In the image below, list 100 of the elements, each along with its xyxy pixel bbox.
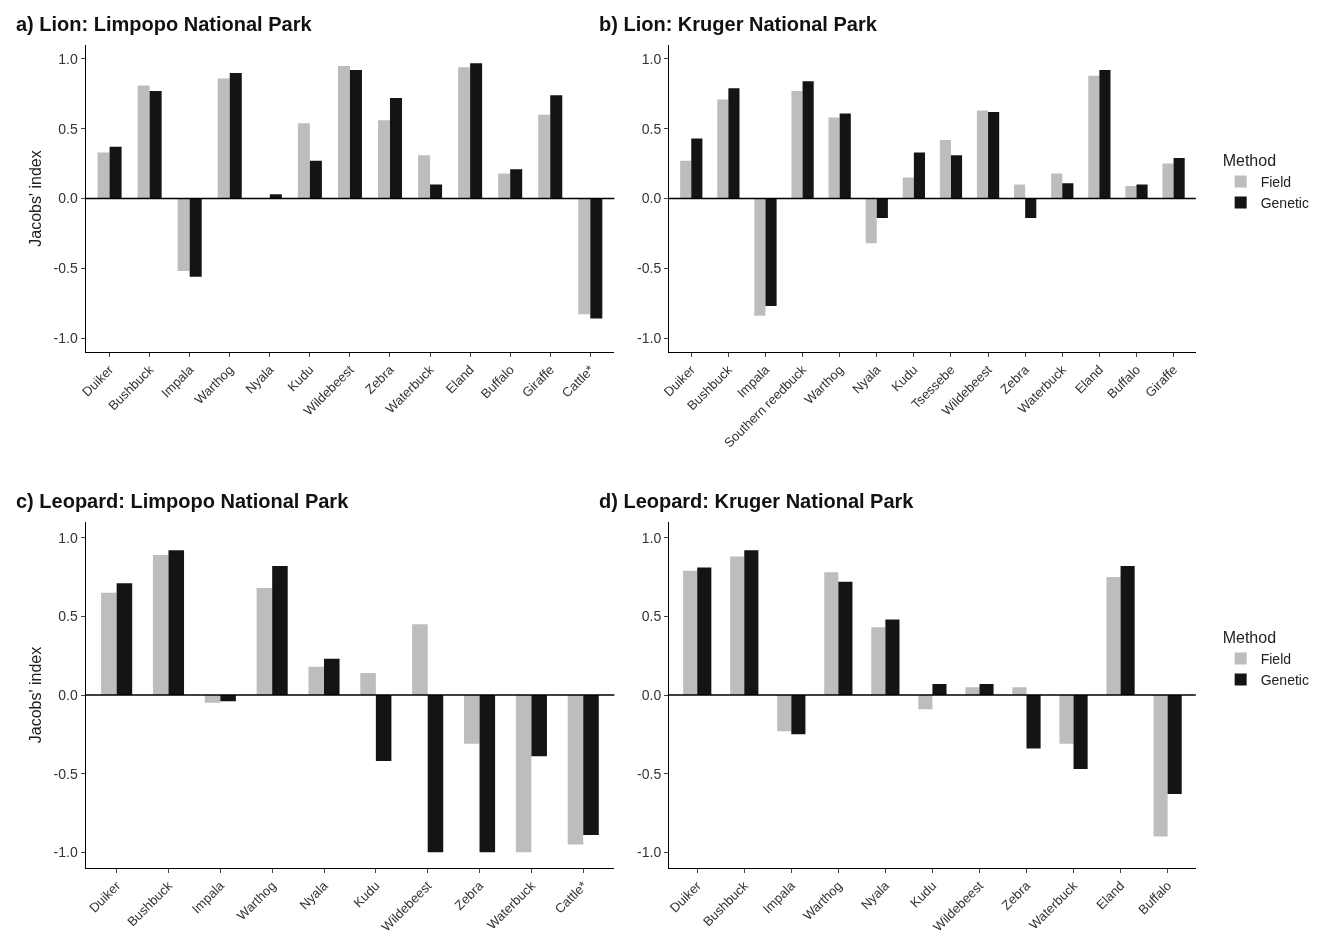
y-tick-label: -0.5 [637, 260, 662, 277]
y-tick-label: -1.0 [637, 329, 662, 346]
bar [777, 695, 792, 732]
bar [375, 695, 392, 762]
bar [1136, 184, 1148, 199]
bar [578, 198, 591, 315]
bar [149, 91, 162, 199]
bar [430, 184, 443, 199]
bar [979, 683, 994, 695]
bar [1073, 695, 1088, 769]
y-tick-label: 1.0 [641, 50, 662, 67]
bar [137, 85, 150, 199]
bar [885, 619, 900, 695]
bar [531, 695, 547, 757]
bar [189, 198, 202, 277]
y-tick-label: 0.0 [641, 686, 662, 703]
y-tick-label: 0.5 [641, 608, 662, 625]
bar [510, 169, 523, 199]
bar [567, 695, 584, 845]
y-tick-label: 1.0 [641, 529, 662, 546]
legend-label: Field [1260, 173, 1292, 190]
bar [1162, 163, 1174, 199]
chart-title: d) Leopard: Kruger National Park [599, 490, 915, 512]
bar [337, 65, 350, 199]
bar [412, 624, 428, 695]
bar [1153, 695, 1168, 837]
bar [791, 695, 806, 735]
bar [988, 111, 1000, 199]
bar [101, 592, 117, 695]
chart-title: c) Leopard: Limpopo National Park [16, 490, 350, 512]
bar [1088, 75, 1100, 199]
y-tick-label: 1.0 [58, 50, 78, 67]
bar [550, 95, 563, 199]
bar [272, 566, 288, 695]
bar [458, 67, 471, 199]
y-tick-label: 0.5 [58, 608, 78, 625]
y-tick-label: -0.5 [53, 260, 78, 277]
bar [1062, 183, 1074, 199]
bar [876, 198, 888, 219]
bar [791, 91, 803, 199]
bar [902, 177, 914, 199]
bar [918, 695, 933, 710]
bar [932, 683, 947, 695]
bar [765, 198, 777, 306]
bar [418, 155, 431, 199]
bar [109, 146, 122, 199]
bar [1106, 577, 1121, 695]
bar [349, 70, 362, 199]
bar [590, 198, 603, 319]
y-tick-label: 1.0 [58, 529, 78, 546]
bar [229, 72, 242, 199]
bar [1026, 695, 1041, 749]
y-tick-label: 0.0 [641, 190, 662, 207]
y-tick-label: 0.5 [641, 120, 662, 137]
bar [697, 567, 712, 695]
y-tick-label: -1.0 [637, 844, 662, 861]
bar [683, 570, 698, 695]
y-tick-label: 0.0 [58, 686, 78, 703]
bar [308, 666, 325, 695]
bar [950, 155, 963, 199]
bar [839, 113, 851, 199]
bar [744, 550, 759, 695]
bar [97, 152, 110, 199]
y-tick-label: 0.0 [58, 190, 78, 207]
bar [802, 81, 814, 199]
bar [1051, 173, 1063, 199]
bar [583, 695, 599, 835]
bar [309, 160, 322, 199]
bar [913, 152, 925, 199]
bar [152, 555, 169, 695]
bar [838, 581, 853, 695]
bar [470, 63, 483, 199]
bar [377, 120, 390, 199]
bar [360, 672, 376, 695]
chart-title: a) Lion: Limpopo National Park [16, 13, 313, 35]
bar [463, 695, 480, 744]
bar [1099, 70, 1111, 199]
bar [256, 588, 273, 695]
bar [1125, 185, 1137, 199]
bar [538, 114, 551, 199]
legend-title: Method [1222, 151, 1277, 169]
bar [939, 139, 951, 199]
bar [680, 160, 692, 199]
bar [1120, 566, 1135, 695]
y-axis-title: Jacobs' index [26, 646, 44, 744]
bar [1059, 695, 1074, 744]
bar [824, 572, 839, 695]
bar [1173, 158, 1185, 199]
y-tick-label: -1.0 [53, 844, 78, 861]
y-tick-label: -0.5 [53, 765, 78, 782]
bar [754, 198, 766, 316]
bar [479, 695, 496, 853]
bar [177, 198, 190, 272]
bar [728, 88, 740, 199]
y-axis-title: Jacobs' index [26, 150, 44, 247]
legend-label: Genetic [1260, 672, 1309, 689]
bar [871, 627, 886, 695]
chart-title: b) Lion: Kruger National Park [599, 13, 878, 35]
legend-title: Method [1222, 628, 1277, 646]
bar [828, 117, 840, 199]
